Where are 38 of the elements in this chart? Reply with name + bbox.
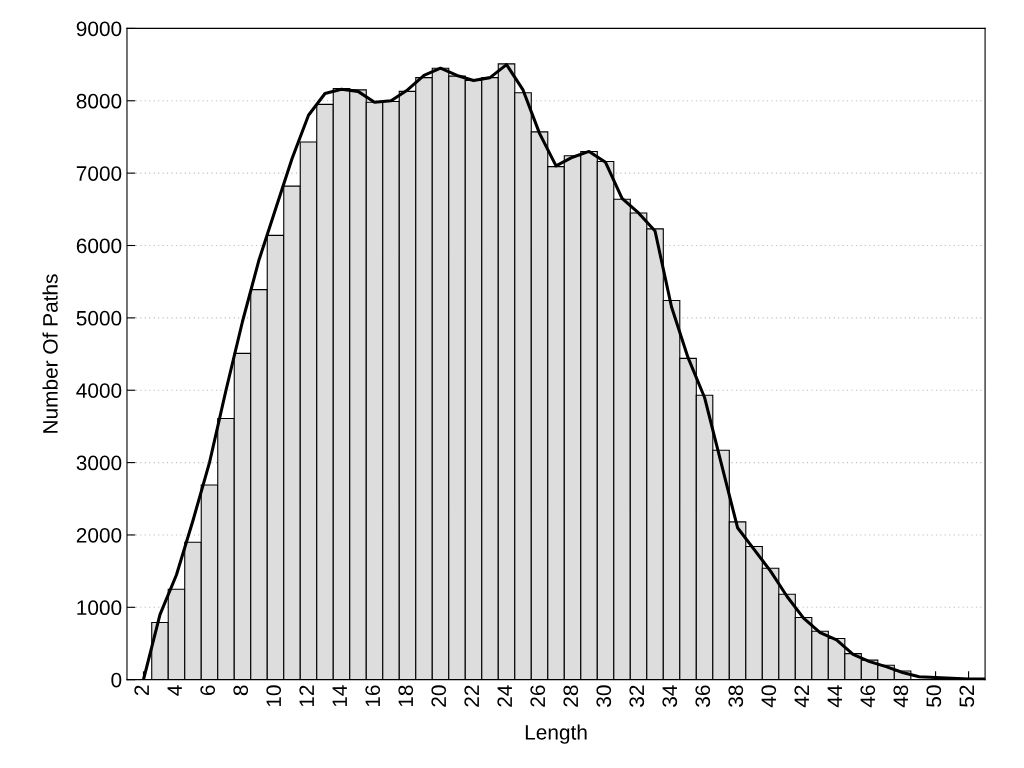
x-axis-title: Length bbox=[525, 724, 587, 744]
y-tick-label: 9000 bbox=[76, 21, 122, 37]
x-tick-label: 4 bbox=[167, 685, 182, 696]
y-tick-label: 8000 bbox=[76, 93, 122, 109]
x-tick-label: 32 bbox=[629, 685, 645, 707]
x-tick-label: 34 bbox=[662, 685, 678, 707]
x-tick-label: 40 bbox=[761, 685, 777, 708]
y-tick-label: 7000 bbox=[76, 166, 122, 181]
y-tick-label: 0 bbox=[111, 672, 122, 688]
x-tick-label: 30 bbox=[596, 685, 612, 707]
y-tick-label: 6000 bbox=[76, 238, 122, 254]
y-axis-title: Number Of Paths bbox=[42, 274, 58, 433]
x-tick-label: 42 bbox=[794, 685, 809, 708]
x-tick-label: 26 bbox=[530, 685, 546, 707]
x-tick-label: 16 bbox=[365, 685, 381, 707]
x-tick-label: 46 bbox=[860, 685, 876, 708]
x-tick-label: 20 bbox=[431, 685, 447, 707]
x-tick-label: 38 bbox=[728, 685, 744, 707]
x-tick-label: 18 bbox=[398, 685, 414, 707]
y-tick-label: 1000 bbox=[77, 600, 122, 616]
x-tick-label: 12 bbox=[299, 685, 314, 707]
y-tick-label: 4000 bbox=[76, 383, 122, 398]
y-tick-label: 2000 bbox=[76, 527, 122, 543]
x-tick-label: 52 bbox=[959, 685, 975, 707]
x-tick-label: 44 bbox=[827, 685, 842, 708]
x-tick-label: 50 bbox=[926, 685, 942, 707]
x-tick-label: 2 bbox=[134, 685, 149, 696]
x-tick-label: 6 bbox=[200, 685, 216, 696]
x-tick-label: 48 bbox=[893, 685, 909, 708]
y-tick-label: 3000 bbox=[76, 455, 122, 471]
x-tick-label: 28 bbox=[563, 685, 579, 707]
x-tick-label: 10 bbox=[266, 685, 282, 707]
x-tick-label: 8 bbox=[233, 685, 249, 696]
x-tick-label: 36 bbox=[695, 685, 711, 707]
x-tick-label: 22 bbox=[464, 685, 479, 707]
y-tick-label: 5000 bbox=[76, 310, 122, 326]
x-tick-label: 24 bbox=[497, 685, 512, 707]
x-tick-label: 14 bbox=[332, 685, 347, 707]
